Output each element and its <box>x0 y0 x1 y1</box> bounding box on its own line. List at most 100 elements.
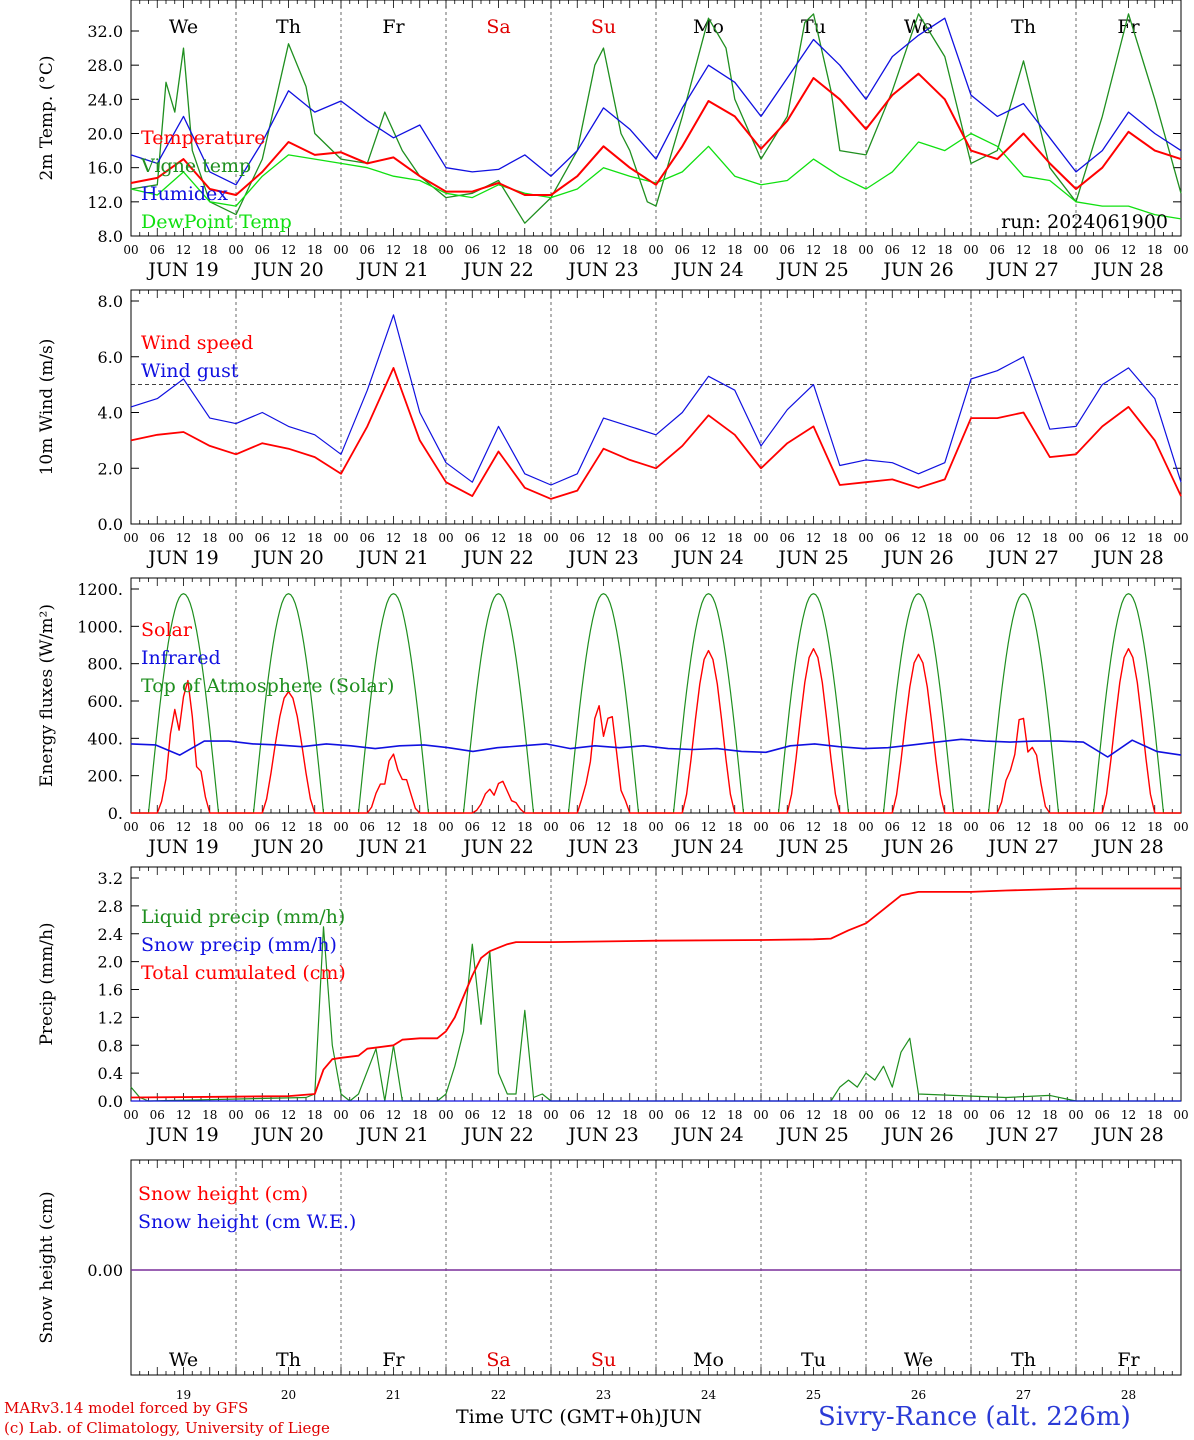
hour-tick-label: 18 <box>727 243 742 257</box>
date-label: JUN 22 <box>461 259 533 281</box>
date-label: JUN 23 <box>566 836 638 858</box>
hour-tick-label: 06 <box>990 243 1005 257</box>
legend-entry: Solar <box>141 619 193 641</box>
hour-tick-label: 18 <box>412 531 427 545</box>
date-label: JUN 25 <box>776 1124 848 1146</box>
hour-tick-label: 00 <box>648 1108 663 1122</box>
hour-tick-label: 00 <box>438 820 453 834</box>
day-number-label: 23 <box>596 1388 611 1402</box>
hour-tick-label: 06 <box>150 243 165 257</box>
hour-tick-label: 18 <box>832 243 847 257</box>
day-number-label: 22 <box>491 1388 506 1402</box>
y-tick-label: 0.00 <box>87 1261 123 1280</box>
hour-tick-label: 00 <box>1068 820 1083 834</box>
y-tick-label: 1.2 <box>98 1008 123 1027</box>
hour-tick-label: 00 <box>648 243 663 257</box>
date-label: JUN 26 <box>881 836 953 858</box>
hour-tick-label: 06 <box>1095 531 1110 545</box>
series-solar <box>131 648 1181 814</box>
weekday-label: Su <box>591 16 616 38</box>
weekday-label: We <box>169 16 198 38</box>
y-tick-label: 0. <box>108 804 123 823</box>
hour-tick-label: 00 <box>1068 531 1083 545</box>
y-tick-label: 20.0 <box>87 125 123 144</box>
date-label: JUN 28 <box>1091 547 1163 569</box>
legend-entry: Wind speed <box>141 332 253 354</box>
date-label: JUN 19 <box>146 836 218 858</box>
hour-tick-label: 12 <box>491 243 506 257</box>
hour-tick-label: 06 <box>570 1108 585 1122</box>
hour-tick-label: 00 <box>543 1108 558 1122</box>
hour-tick-label: 06 <box>990 531 1005 545</box>
day-number-label: 19 <box>176 1388 191 1402</box>
hour-tick-label: 00 <box>228 1108 243 1122</box>
y-tick-label: 1000. <box>77 617 123 636</box>
weekday-label: Fr <box>382 16 405 38</box>
hour-tick-label: 12 <box>1016 1108 1031 1122</box>
y-tick-label: 0.0 <box>98 515 123 534</box>
y-tick-label: 8.0 <box>98 227 123 246</box>
y-tick-label: 2.0 <box>98 459 123 478</box>
y-tick-label: 1.6 <box>98 981 123 1000</box>
weekday-label-bottom: Fr <box>382 1349 405 1371</box>
hour-tick-label: 00 <box>963 531 978 545</box>
hour-tick-label: 12 <box>1016 531 1031 545</box>
hour-tick-label: 12 <box>1121 820 1136 834</box>
hour-tick-label: 12 <box>596 820 611 834</box>
date-label: JUN 21 <box>356 259 428 281</box>
hour-tick-label: 00 <box>858 1108 873 1122</box>
hour-tick-label: 00 <box>228 243 243 257</box>
hour-tick-label: 18 <box>1147 820 1162 834</box>
model-credit: MARv3.14 model forced by GFS <box>4 1399 249 1417</box>
legend-entry: Snow height (cm) <box>138 1183 308 1205</box>
hour-tick-label: 18 <box>937 531 952 545</box>
hour-tick-label: 06 <box>885 531 900 545</box>
hour-tick-label: 18 <box>622 531 637 545</box>
hour-tick-label: 00 <box>1068 243 1083 257</box>
series-wind-gust <box>130 314 1182 486</box>
date-label: JUN 19 <box>146 259 218 281</box>
y-axis-label: 10m Wind (m/s) <box>37 339 57 476</box>
hour-tick-label: 18 <box>307 1108 322 1122</box>
legend-entry: Wind gust <box>141 360 239 382</box>
hour-tick-label: 00 <box>858 243 873 257</box>
hour-tick-label: 18 <box>202 531 217 545</box>
hour-tick-label: 12 <box>386 243 401 257</box>
hour-tick-label: 00 <box>858 820 873 834</box>
y-tick-label: 2.8 <box>98 897 123 916</box>
y-axis-label: Precip (mm/h) <box>37 922 57 1045</box>
hour-tick-label: 00 <box>753 1108 768 1122</box>
hour-tick-label: 18 <box>1147 243 1162 257</box>
hour-tick-label: 00 <box>123 531 138 545</box>
hour-tick-label: 00 <box>1173 243 1188 257</box>
hour-tick-label: 00 <box>438 531 453 545</box>
legend-entry: Infrared <box>141 647 221 669</box>
legend-entry: Total cumulated (cm) <box>141 962 346 984</box>
weekday-label: Fr <box>1117 16 1140 38</box>
y-tick-label: 0.8 <box>98 1036 123 1055</box>
weekday-label-bottom: Th <box>276 1349 301 1371</box>
station-name: Sivry-Rance (alt. 226m) <box>818 1402 1131 1432</box>
date-label: JUN 27 <box>986 259 1058 281</box>
hour-tick-label: 00 <box>123 820 138 834</box>
hour-tick-label: 00 <box>333 1108 348 1122</box>
hour-tick-label: 18 <box>937 243 952 257</box>
series-liquid-precip-mm-h- <box>130 926 1181 1102</box>
hour-tick-label: 18 <box>307 820 322 834</box>
hour-tick-label: 18 <box>517 531 532 545</box>
y-tick-label: 12.0 <box>87 193 123 212</box>
hour-tick-label: 12 <box>596 1108 611 1122</box>
y-tick-label: 200. <box>87 767 123 786</box>
series-temperature <box>130 72 1182 196</box>
hour-tick-label: 06 <box>1095 1108 1110 1122</box>
weekday-label-bottom: Tu <box>801 1349 826 1371</box>
hour-tick-label: 12 <box>911 820 926 834</box>
hour-tick-label: 18 <box>1042 820 1057 834</box>
hour-tick-label: 06 <box>1095 243 1110 257</box>
hour-tick-label: 06 <box>465 531 480 545</box>
hour-tick-label: 18 <box>307 531 322 545</box>
legend-entry: Liquid precip (mm/h) <box>141 906 345 928</box>
date-label: JUN 25 <box>776 836 848 858</box>
hour-tick-label: 00 <box>1173 531 1188 545</box>
run-label: run: 2024061900 <box>1001 211 1168 233</box>
